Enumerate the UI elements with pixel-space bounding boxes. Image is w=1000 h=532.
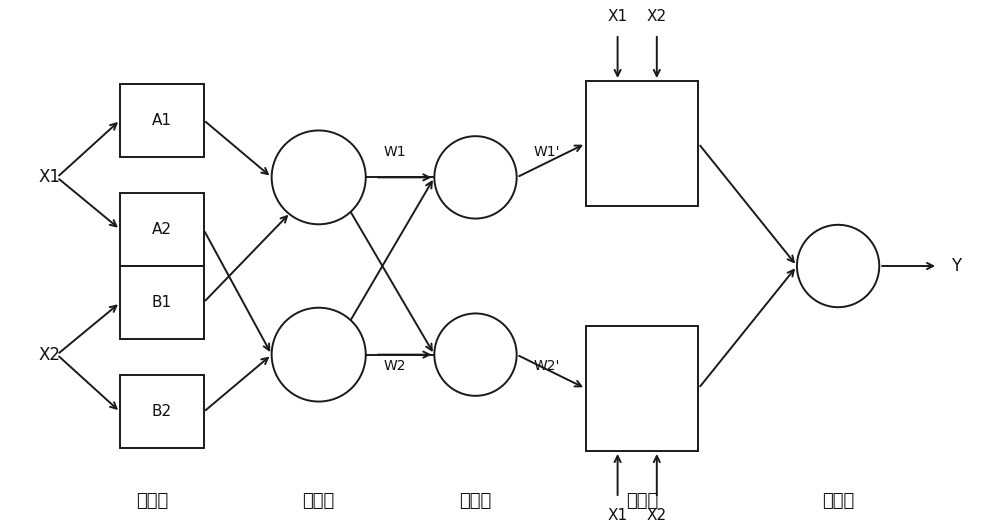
Text: X1: X1 (608, 509, 628, 523)
Text: W1': W1' (534, 145, 560, 159)
Text: Y: Y (951, 257, 961, 275)
Text: W2: W2 (384, 359, 406, 373)
Text: 第二层: 第二层 (303, 492, 335, 510)
Ellipse shape (797, 225, 879, 307)
Text: X1: X1 (608, 9, 628, 23)
Text: 第一层: 第一层 (136, 492, 168, 510)
FancyBboxPatch shape (120, 376, 204, 448)
Text: X2: X2 (647, 9, 667, 23)
Ellipse shape (434, 136, 517, 219)
FancyBboxPatch shape (120, 193, 204, 266)
Text: A2: A2 (152, 222, 172, 237)
FancyBboxPatch shape (120, 84, 204, 156)
Text: 第三层: 第三层 (459, 492, 492, 510)
Text: B1: B1 (152, 295, 172, 310)
Text: X1: X1 (38, 168, 60, 186)
Text: W1: W1 (384, 145, 406, 159)
Text: A1: A1 (152, 113, 172, 128)
Text: X2: X2 (647, 509, 667, 523)
Text: B2: B2 (152, 404, 172, 419)
Text: W2': W2' (534, 359, 560, 373)
Text: 第四层: 第四层 (626, 492, 658, 510)
Ellipse shape (272, 307, 366, 402)
Text: X2: X2 (38, 346, 60, 364)
Text: 第五层: 第五层 (822, 492, 854, 510)
Ellipse shape (272, 130, 366, 225)
FancyBboxPatch shape (586, 81, 698, 206)
Ellipse shape (434, 313, 517, 396)
FancyBboxPatch shape (586, 326, 698, 451)
FancyBboxPatch shape (120, 266, 204, 339)
